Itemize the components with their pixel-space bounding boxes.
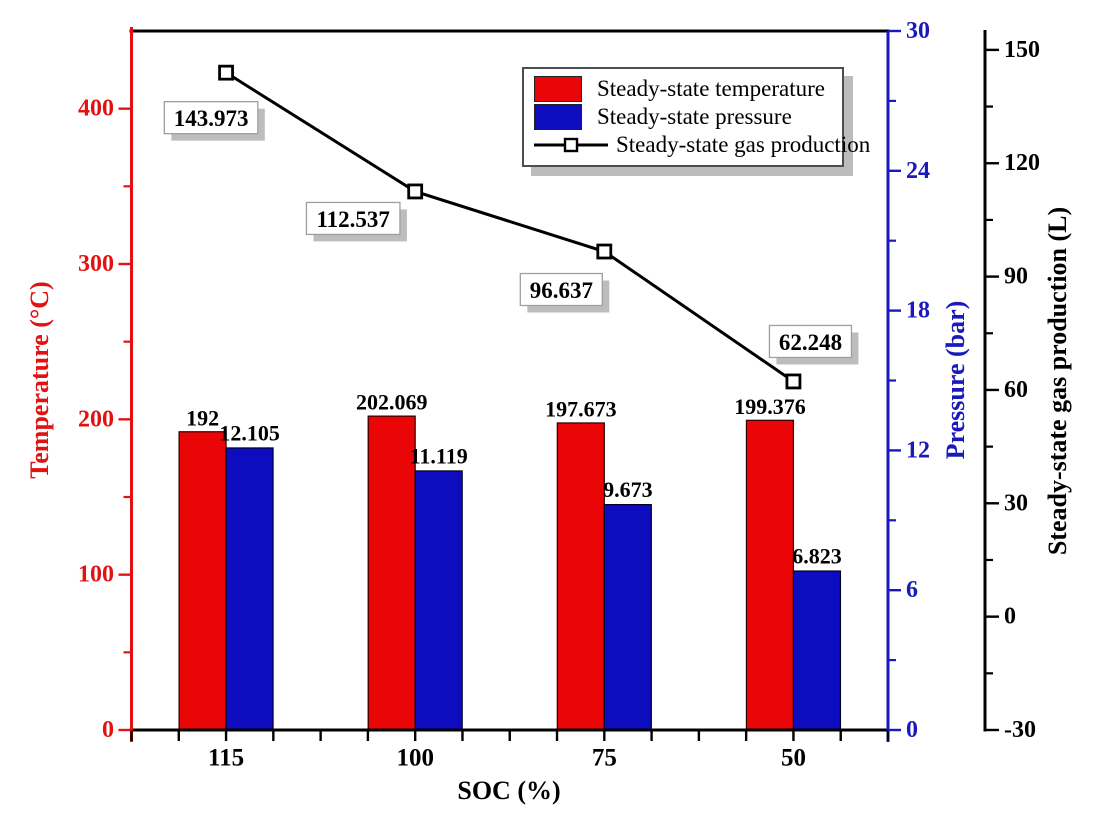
- pressure-bar-115: [225, 447, 274, 731]
- x-tick-label-100: 100: [396, 745, 434, 772]
- gas-annotation-box: [768, 324, 853, 359]
- gas-tick-label-60: 60: [1004, 377, 1028, 403]
- gas-value-label-115: 143.973: [174, 106, 249, 131]
- gas-tick-label-120: 120: [1004, 150, 1040, 176]
- pressure-value-label-100: 11.119: [410, 443, 468, 468]
- gas-tick-label--30: -30: [1004, 717, 1036, 743]
- gas-value-label-100: 112.537: [316, 207, 389, 232]
- legend: Steady-state temperature Steady-state pr…: [522, 67, 870, 167]
- y-axis-title-pressure: Pressure (bar): [941, 300, 970, 460]
- temperature-tick-label-0: 0: [102, 717, 114, 743]
- temperature-value-label-115: 192: [186, 405, 219, 430]
- pressure-value-label-50: 6.823: [792, 544, 842, 569]
- pressure-bar-75: [603, 504, 652, 731]
- gas-annotation-box: [305, 201, 401, 236]
- gas-annotation-box: [519, 272, 603, 307]
- pressure-tick-label-30: 30: [906, 18, 930, 44]
- legend-item-pressure: Steady-state pressure: [534, 103, 834, 131]
- gas-tick-label-150: 150: [1004, 37, 1040, 63]
- gas-tick-label-0: 0: [1004, 604, 1016, 630]
- legend-label-temperature: Steady-state temperature: [597, 76, 825, 101]
- gas-value-label-50: 62.248: [779, 330, 842, 355]
- pressure-value-label-115: 12.105: [219, 420, 280, 445]
- x-tick-label-75: 75: [592, 745, 617, 772]
- pressure-tick-label-12: 12: [906, 437, 930, 463]
- pressure-value-label-75: 9.673: [603, 477, 653, 502]
- legend-item-temperature: Steady-state temperature: [534, 75, 834, 103]
- pressure-tick-label-24: 24: [906, 158, 930, 184]
- gas-tick-label-90: 90: [1004, 264, 1028, 290]
- y-axis-title-temperature: Temperature (°C): [25, 281, 54, 479]
- temperature-swatch-icon: [534, 76, 582, 102]
- pressure-tick-label-6: 6: [906, 577, 918, 603]
- gas-value-label-75: 96.637: [530, 278, 593, 303]
- gas-annotation-box: [163, 101, 259, 135]
- gas-production-line: [225, 71, 795, 383]
- pressure-bar-100: [414, 470, 463, 731]
- pressure-bar-50: [792, 570, 842, 731]
- y-axis-title-gas-production: Steady-state gas production (L): [1043, 206, 1072, 556]
- pressure-tick-label-0: 0: [906, 717, 918, 743]
- temperature-value-label-75: 197.673: [545, 396, 617, 421]
- temperature-tick-label-100: 100: [78, 562, 114, 588]
- gas-marker-50: [785, 373, 802, 390]
- x-tick-label-50: 50: [781, 745, 806, 772]
- x-tick-label-115: 115: [208, 745, 244, 772]
- gas-marker-75: [596, 243, 613, 260]
- pressure-tick-label-18: 18: [906, 298, 930, 324]
- temperature-bar-100: [367, 415, 416, 731]
- temperature-bar-115: [178, 431, 227, 731]
- temperature-bar-50: [745, 419, 795, 731]
- temperature-tick-label-400: 400: [78, 96, 114, 122]
- gas-tick-label-30: 30: [1004, 490, 1028, 516]
- pressure-swatch-icon: [534, 104, 582, 130]
- gas-marker-115: [218, 64, 234, 81]
- temperature-tick-label-200: 200: [78, 406, 114, 432]
- legend-label-pressure: Steady-state pressure: [597, 104, 792, 129]
- temperature-value-label-100: 202.069: [356, 390, 428, 415]
- legend-label-gas-production: Steady-state gas production: [616, 132, 871, 157]
- legend-item-gas-production: Steady-state gas production: [534, 131, 870, 159]
- temperature-tick-label-300: 300: [78, 251, 114, 277]
- temperature-value-label-50: 199.376: [734, 394, 806, 419]
- gas-marker-100: [407, 183, 424, 200]
- line-marker-icon: [534, 137, 608, 153]
- x-axis-title: SOC (%): [457, 776, 561, 805]
- temperature-bar-75: [556, 422, 605, 731]
